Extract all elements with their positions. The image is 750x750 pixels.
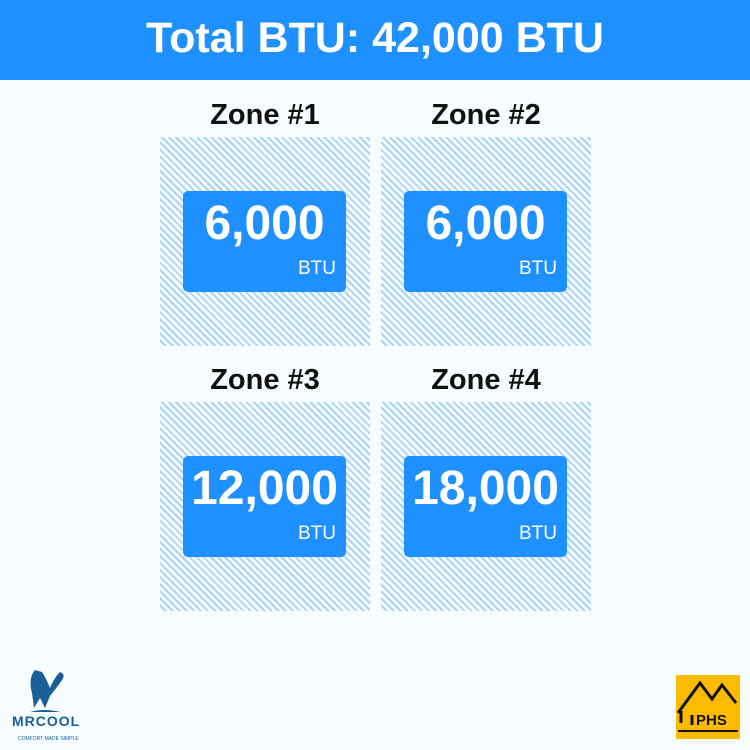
btu-value: 6,000 [204,197,325,250]
total-btu-header: Total BTU: 42,000 BTU [0,0,750,80]
svg-text:PHS: PHS [696,712,727,729]
zone-title: Zone #3 [210,364,320,396]
zone-title: Zone #2 [431,99,541,131]
zone-area: 6,000 BTU [381,137,591,346]
zone-title: Zone #1 [210,99,320,131]
btu-unit: BTU [519,523,557,544]
zone-area: 18,000 BTU [381,402,591,611]
btu-card: 6,000 BTU [183,191,346,292]
btu-value: 6,000 [425,197,546,250]
svg-text:MRCOOL: MRCOOL [12,713,80,729]
btu-unit: BTU [298,523,336,544]
btu-unit: BTU [298,258,336,279]
btu-value: 12,000 [191,462,338,515]
mrcool-logo: MRCOOL COMFORT MADE SIMPLE [10,660,120,744]
btu-card: 6,000 BTU [404,191,567,292]
svg-text:COMFORT MADE SIMPLE: COMFORT MADE SIMPLE [18,736,79,742]
zone-area: 6,000 BTU [160,137,370,346]
btu-value: 18,000 [412,462,559,515]
btu-card: 18,000 BTU [404,456,567,557]
btu-unit: BTU [519,258,557,279]
zone-area: 12,000 BTU [160,402,370,611]
zone-title: Zone #4 [431,364,541,396]
phs-logo: PHS [676,675,740,739]
btu-card: 12,000 BTU [183,456,346,557]
